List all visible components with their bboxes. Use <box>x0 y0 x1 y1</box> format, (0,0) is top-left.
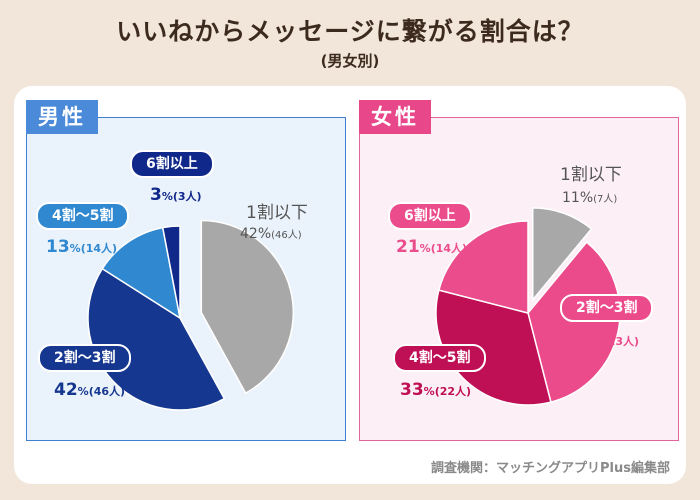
female-pie-slice-2 <box>435 289 552 406</box>
male-value-2-3wari: 42%(46人) <box>54 380 126 400</box>
male-pie-slice-1 <box>87 267 226 411</box>
female-label-4-5wari: 4割〜5割 <box>393 344 487 372</box>
male-label-1wari: 1割以下 <box>246 203 308 223</box>
female-value-1wari: 11%(7人) <box>562 190 618 206</box>
female-label-6wari: 6割以上 <box>388 202 472 230</box>
male-pie-slice-0 <box>200 219 294 395</box>
male-label-4-5wari: 4割〜5割 <box>36 202 130 230</box>
female-value-2-3wari: 35%(23人) <box>568 330 640 350</box>
male-value-1wari: 42%(46人) <box>240 226 302 242</box>
male-value-4-5wari: 13%(14人) <box>46 237 118 257</box>
male-pie-slice-3 <box>161 225 181 319</box>
female-pie-slice-0 <box>531 207 593 302</box>
female-pie-slice-3 <box>437 220 529 314</box>
male-label-2-3wari: 2割〜3割 <box>38 344 132 372</box>
female-value-6wari: 21%(14人) <box>396 237 468 257</box>
male-pie-slice-2 <box>101 226 182 320</box>
female-label-2-3wari: 2割〜3割 <box>560 294 654 322</box>
male-label-6wari: 6割以上 <box>130 150 214 178</box>
chart-subtitle: (男女別) <box>320 52 380 70</box>
male-tag: 男性 <box>26 100 98 134</box>
source-note: 調査機関：マッチングアプリPlus編集部 <box>431 461 670 476</box>
female-value-4-5wari: 33%(22人) <box>400 380 472 400</box>
female-label-1wari: 1割以下 <box>560 165 622 185</box>
female-pie-slice-1 <box>527 241 621 404</box>
female-tag: 女性 <box>359 100 431 134</box>
male-value-6wari: 3%(3人) <box>150 185 202 205</box>
chart-title: いいねからメッセージに繋がる割合は？ <box>116 17 584 46</box>
